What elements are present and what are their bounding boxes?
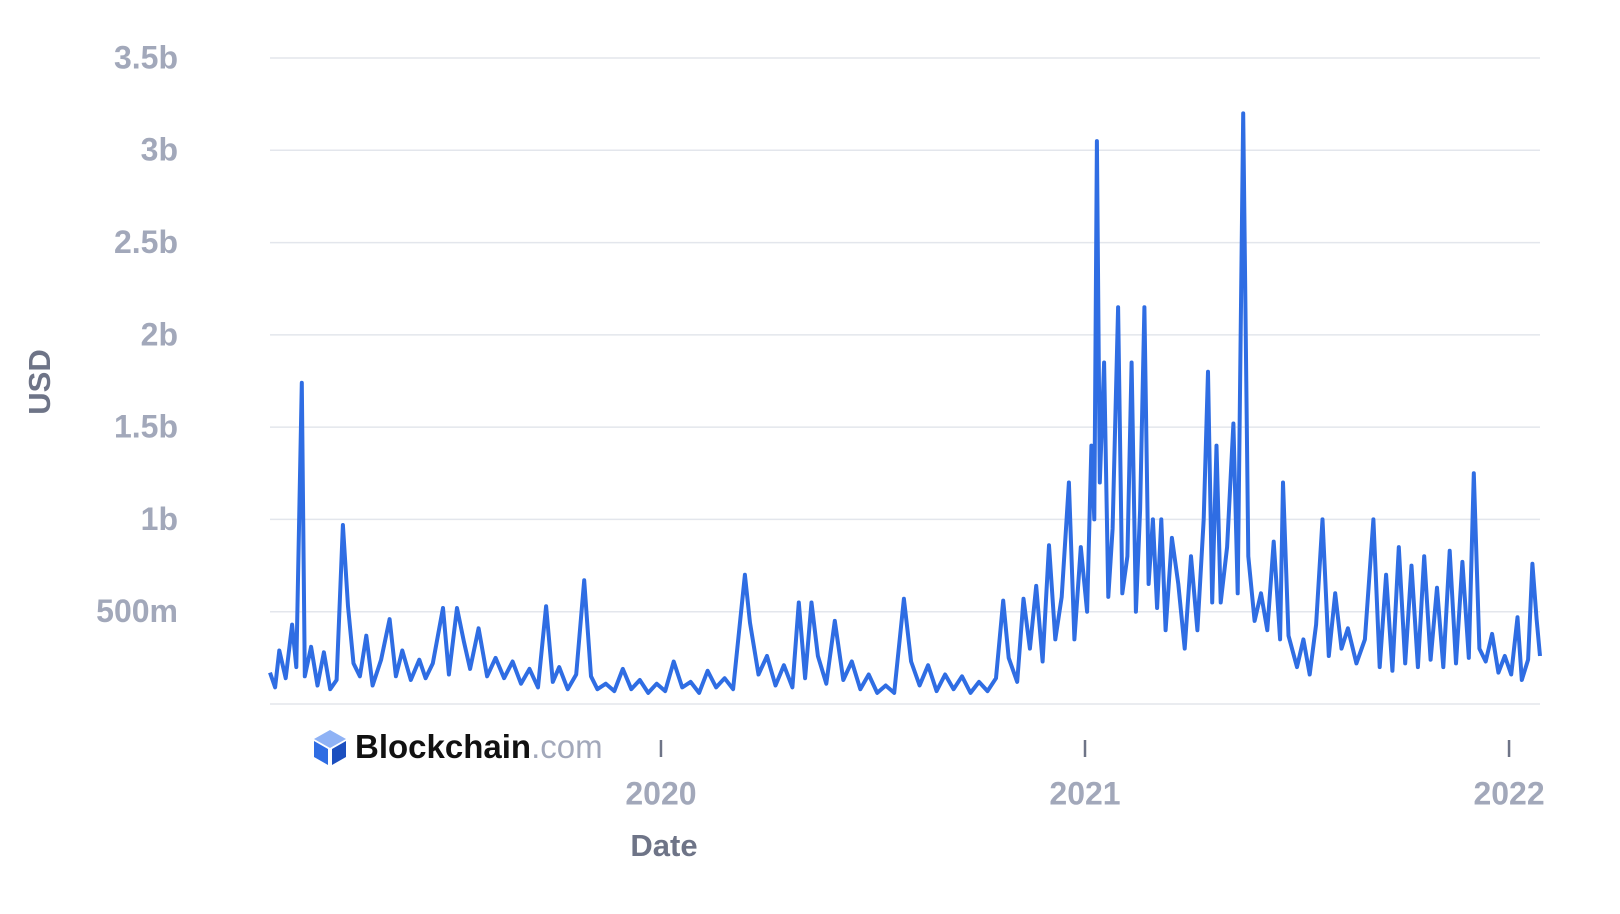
y-tick-label: 3b bbox=[141, 132, 178, 168]
data-line bbox=[268, 111, 1542, 695]
brand-name: Blockchain.com bbox=[355, 728, 603, 765]
y-tick-label: 500m bbox=[96, 593, 178, 629]
y-axis-title: USD bbox=[22, 349, 57, 414]
y-tick-label: 2.5b bbox=[114, 224, 178, 260]
logo-top bbox=[314, 730, 346, 748]
x-tick-label: 2020 bbox=[625, 775, 696, 811]
x-tick-label: 2021 bbox=[1049, 775, 1120, 811]
y-tick-label: 2b bbox=[141, 316, 178, 352]
x-axis-title: Date bbox=[630, 828, 697, 863]
brand-suffix: .com bbox=[531, 728, 603, 765]
y-tick-label: 3.5b bbox=[114, 39, 178, 75]
brand: Blockchain bbox=[355, 728, 531, 765]
x-tick-label: 2022 bbox=[1473, 775, 1544, 811]
y-tick-label: 1b bbox=[141, 501, 178, 537]
logo-right bbox=[332, 741, 346, 765]
logo-left bbox=[314, 741, 328, 765]
y-tick-label: 1.5b bbox=[114, 409, 178, 445]
watermark: Blockchain.com bbox=[314, 728, 603, 765]
